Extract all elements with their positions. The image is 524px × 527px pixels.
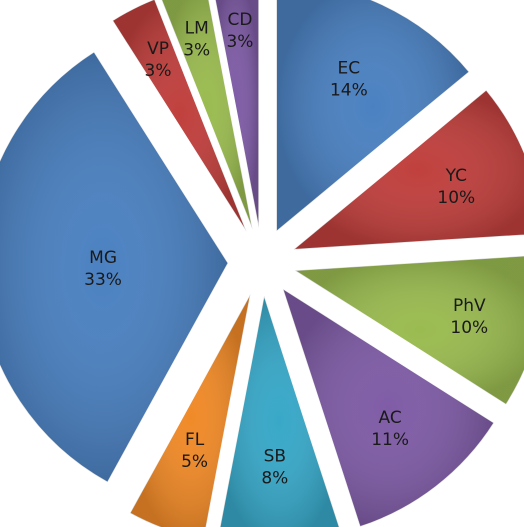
pie-label-value-mg: 33% — [84, 270, 122, 290]
pie-label-mg: MG 33% — [84, 248, 122, 290]
pie-label-value-yc: 10% — [437, 188, 475, 208]
pie-label-lm: LM 3% — [183, 18, 210, 60]
pie-label-name-sb: SB — [264, 447, 286, 467]
pie-label-name-cd: CD — [227, 10, 252, 30]
pie-label-vp: VP 3% — [145, 39, 172, 81]
pie-label-phv: PhV 10% — [450, 296, 488, 338]
pie-label-name-ec: EC — [338, 58, 361, 78]
pie-label-name-phv: PhV — [453, 296, 486, 316]
pie-label-value-phv: 10% — [450, 318, 488, 338]
pie-label-value-lm: 3% — [183, 40, 210, 60]
pie-label-value-ec: 14% — [330, 80, 368, 100]
pie-label-sb: SB 8% — [261, 447, 288, 489]
pie-label-name-mg: MG — [89, 248, 117, 268]
pie-label-ec: EC 14% — [330, 58, 368, 100]
pie-label-cd: CD 3% — [226, 10, 253, 52]
pie-label-name-fl: FL — [185, 430, 205, 450]
pie-labels: EC 14%YC 10%PhV 10%AC 11%SB 8%FL 5%MG 33%VP 3%LM… — [84, 10, 488, 489]
pie-label-value-fl: 5% — [181, 452, 208, 472]
pie-label-value-ac: 11% — [371, 430, 409, 450]
pie-label-fl: FL 5% — [181, 430, 208, 472]
pie-label-yc: YC 10% — [437, 166, 475, 208]
pie-label-name-yc: YC — [445, 166, 467, 186]
pie-label-value-vp: 3% — [145, 61, 172, 81]
pie-label-name-vp: VP — [147, 39, 169, 59]
pie-label-value-sb: 8% — [261, 469, 288, 489]
pie-label-ac: AC 11% — [371, 408, 409, 450]
pie-label-value-cd: 3% — [226, 32, 253, 52]
pie-label-name-ac: AC — [378, 408, 401, 428]
pie-label-name-lm: LM — [185, 18, 209, 38]
